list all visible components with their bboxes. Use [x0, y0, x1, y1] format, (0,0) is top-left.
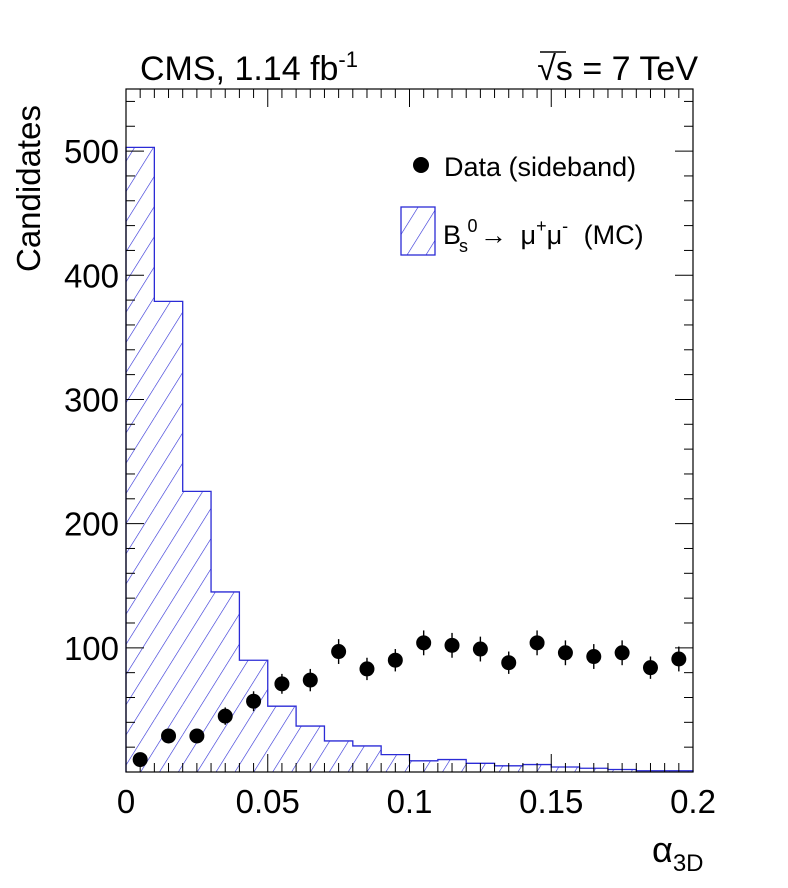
y-tick-label-4: 500: [64, 133, 119, 170]
data-point-3: [217, 708, 233, 724]
data-point-2: [189, 728, 205, 744]
mc-bar-0: [126, 147, 155, 772]
sqrt-sign: √: [537, 50, 556, 88]
data-point-17: [614, 645, 630, 661]
data-point-15: [557, 645, 573, 661]
title-superscript: -1: [338, 47, 358, 72]
data-point-10: [416, 635, 432, 651]
tick-labels: 0 0.05 0.1 0.15 0.2 100 200 300 400 500: [64, 133, 716, 820]
data-point-4: [246, 693, 262, 709]
mc-bar-2: [182, 491, 212, 772]
data-point-11: [444, 637, 460, 653]
x-axis-subscript: 3D: [673, 850, 704, 877]
x-tick-label-0: 0: [117, 783, 135, 820]
x-tick-label-2: 0.1: [387, 783, 433, 820]
legend-data-label: Data (sideband): [444, 152, 636, 182]
data-point-9: [387, 652, 403, 668]
x-axis-title: α3D: [652, 829, 704, 877]
data-points: [132, 630, 687, 768]
y-axis-title: Candidates: [10, 105, 47, 272]
y-tick-label-0: 100: [64, 630, 119, 667]
x-tick-label-4: 0.2: [670, 783, 716, 820]
legend-data-marker: [413, 157, 429, 173]
axis-ticks: [125, 89, 694, 772]
data-point-18: [642, 660, 658, 676]
legend-mc-swatch: [400, 206, 436, 256]
energy-label: √s = 7 TeV: [537, 50, 698, 88]
y-tick-label-3: 400: [64, 257, 119, 294]
data-point-12: [472, 641, 488, 657]
x-tick-label-1: 0.05: [236, 783, 300, 820]
data-point-19: [671, 651, 687, 667]
y-tick-label-1: 200: [64, 506, 119, 543]
mc-bar-5: [267, 706, 297, 772]
mc-bar-3: [211, 591, 240, 772]
data-point-16: [586, 649, 602, 665]
data-point-7: [331, 644, 347, 660]
legend-mc-label: B 0 s → μ+μ- (MC): [443, 208, 644, 258]
mc-bar-4: [239, 660, 268, 772]
data-point-1: [161, 728, 177, 744]
data-point-8: [359, 661, 375, 677]
y-tick-label-2: 300: [64, 381, 119, 418]
legend: Data (sideband) B 0 s → μ+μ- (MC): [400, 152, 644, 258]
data-point-5: [274, 676, 290, 692]
chart-title: CMS, 1.14 fb-1: [140, 47, 358, 88]
data-point-13: [501, 655, 517, 671]
x-tick-label-3: 0.15: [519, 783, 583, 820]
mc-bar-1: [154, 301, 183, 772]
data-point-0: [132, 752, 148, 768]
mc-histogram: [125, 146, 694, 772]
data-point-6: [302, 672, 318, 688]
data-point-14: [529, 635, 545, 651]
